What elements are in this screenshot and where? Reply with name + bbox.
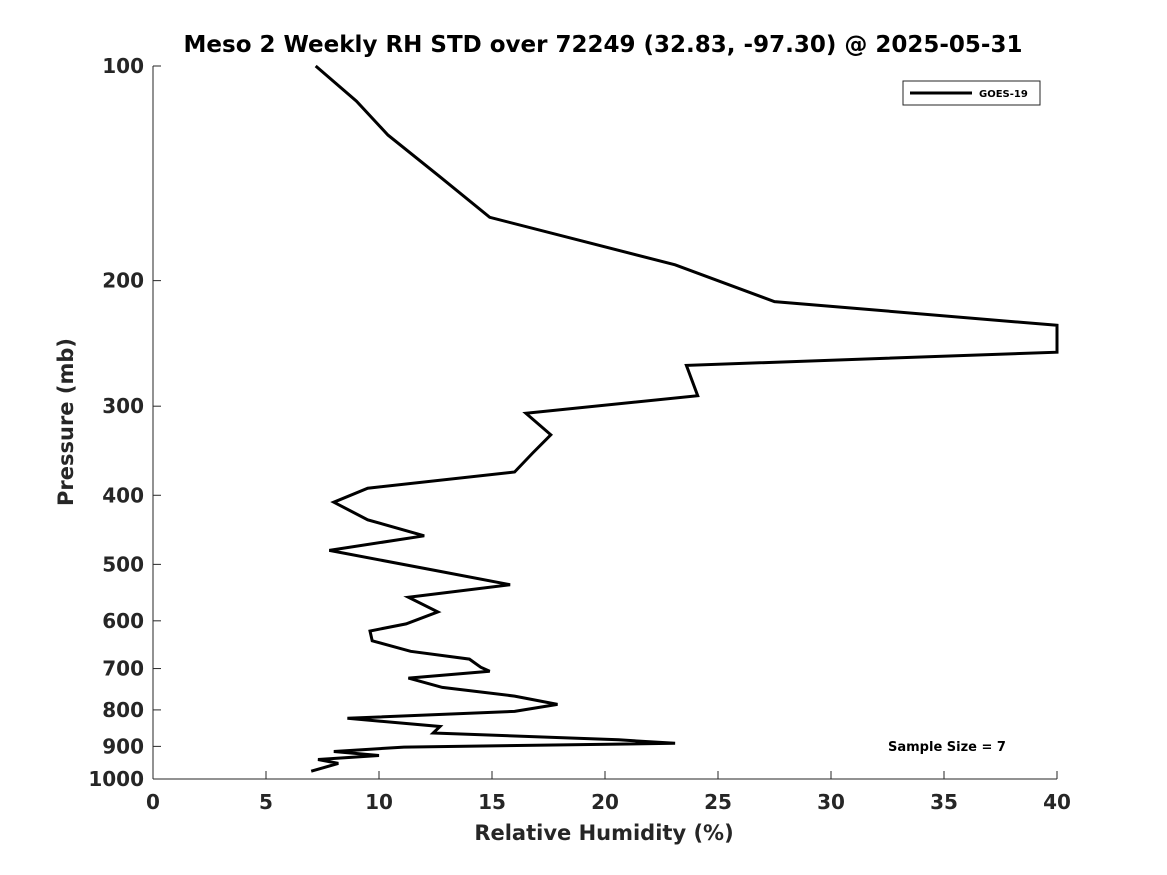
x-tick-label: 15 [478, 790, 506, 814]
y-tick-label: 600 [102, 609, 144, 633]
series-line-goes-19 [310, 64, 1059, 773]
y-tick-label: 100 [102, 54, 144, 78]
chart-title: Meso 2 Weekly RH STD over 72249 (32.83, … [184, 32, 1023, 58]
y-tick-label: 300 [102, 394, 144, 418]
y-tick-label: 800 [102, 698, 144, 722]
x-tick-label: 40 [1043, 790, 1071, 814]
legend: GOES-19 [902, 80, 1041, 106]
y-tick-label: 1000 [88, 767, 144, 791]
sample-size-annotation: Sample Size = 7 [888, 740, 1006, 755]
x-tick-label: 10 [365, 790, 393, 814]
y-tick-label: 900 [102, 734, 144, 758]
y-tick-label: 400 [102, 483, 144, 507]
x-tick-label: 35 [930, 790, 958, 814]
axis-ticks: 0 5 10 15 20 25 30 35 40 100 200 300 400 500 600 700 800… [88, 54, 1071, 814]
x-tick-label: 30 [817, 790, 845, 814]
legend-entry-goes19: GOES-19 [979, 89, 1028, 100]
y-axis-label: Pressure (mb) [54, 338, 78, 506]
y-tick-label: 500 [102, 552, 144, 576]
x-axis-label: Relative Humidity (%) [474, 821, 733, 845]
x-tick-label: 0 [146, 790, 160, 814]
y-tick-label: 700 [102, 657, 144, 681]
data-series [310, 64, 1059, 773]
x-tick-label: 25 [704, 790, 732, 814]
x-tick-label: 5 [259, 790, 273, 814]
x-tick-label: 20 [591, 790, 619, 814]
plot-area [153, 66, 1057, 779]
y-tick-label: 200 [102, 269, 144, 293]
